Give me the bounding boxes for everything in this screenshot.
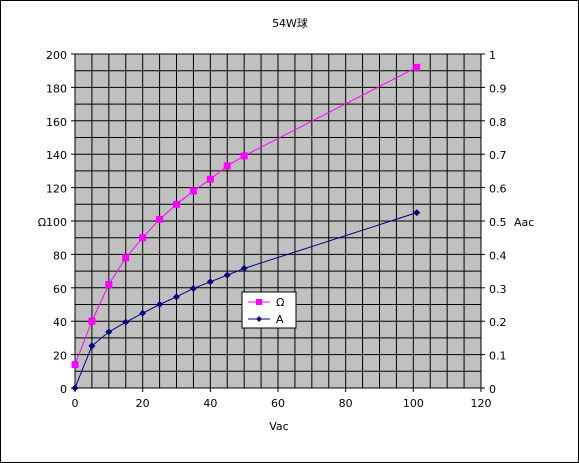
- data-point-resistance: [156, 215, 164, 223]
- data-point-current: [122, 318, 130, 326]
- data-point-current: [413, 209, 421, 217]
- y-left-tick-label: 160: [46, 116, 67, 129]
- x-tick-label: 60: [271, 397, 285, 410]
- legend-box: [241, 291, 297, 329]
- y-right-tick-label: 0.8: [489, 116, 507, 129]
- x-tick-label: 120: [471, 397, 492, 410]
- y-left-tick-label: 40: [53, 316, 67, 329]
- data-point-current: [240, 264, 248, 272]
- y-right-tick-label: 0.9: [489, 82, 507, 95]
- data-point-current: [156, 301, 164, 308]
- y-left-tick-label: 140: [46, 149, 67, 162]
- data-point-current: [189, 284, 197, 292]
- data-point-current: [105, 328, 113, 336]
- chart-title: 54W球: [272, 16, 308, 30]
- x-tick-label: 100: [403, 397, 424, 410]
- x-tick-label: 0: [72, 397, 79, 410]
- legend-label-resistance: Ω: [276, 296, 284, 309]
- legend-label-current: A: [276, 313, 284, 326]
- data-point-current: [71, 384, 79, 392]
- data-point-resistance: [105, 280, 113, 288]
- y-right-tick-label: 0.4: [489, 249, 507, 262]
- y-axis-left-label: Ω: [38, 216, 46, 229]
- y-right-tick-label: 0.1: [489, 350, 507, 363]
- y-right-tick-label: 0.7: [489, 149, 507, 162]
- data-point-resistance: [122, 254, 130, 262]
- data-point-resistance: [139, 234, 147, 242]
- y-left-tick-label: 80: [53, 249, 67, 262]
- y-left-tick-label: 180: [46, 82, 67, 95]
- data-point-current: [206, 278, 214, 286]
- y-axis-right-label: Aac: [514, 216, 534, 229]
- data-point-resistance: [173, 200, 180, 208]
- y-left-tick-label: 60: [53, 283, 67, 296]
- y-right-tick-label: 0.3: [489, 283, 507, 296]
- y-left-tick-label: 0: [60, 383, 67, 396]
- y-right-tick-label: 0.6: [489, 183, 507, 196]
- y-right-tick-label: 0.5: [489, 216, 507, 229]
- y-right-tick-label: 0: [489, 383, 496, 396]
- data-point-resistance: [206, 175, 214, 183]
- data-point-current: [173, 293, 180, 301]
- data-point-current: [88, 342, 96, 350]
- y-left-tick-label: 20: [53, 350, 67, 363]
- data-point-resistance: [240, 152, 248, 160]
- data-point-current: [223, 271, 231, 279]
- x-tick-label: 40: [203, 397, 217, 410]
- legend-marker-resistance: [256, 299, 262, 305]
- data-point-resistance: [71, 361, 79, 369]
- data-point-resistance: [88, 317, 96, 325]
- data-point-resistance: [223, 162, 231, 170]
- y-left-tick-label: 200: [46, 49, 67, 62]
- plot-area: 0 20 40 60 80 100 1200204060801001201401601802…: [46, 49, 507, 410]
- x-tick-label: 20: [136, 397, 150, 410]
- y-left-tick-label: 100: [46, 216, 67, 229]
- x-axis-label: Vac: [269, 420, 288, 433]
- series-line-current: [74, 212, 417, 389]
- y-right-tick-label: 0.2: [489, 316, 507, 329]
- data-point-resistance: [189, 187, 197, 195]
- data-point-current: [139, 309, 147, 317]
- data-point-resistance: [413, 63, 421, 71]
- y-left-tick-label: 120: [46, 183, 67, 196]
- y-right-tick-label: 1: [489, 49, 496, 62]
- legend-marker-current: [256, 316, 262, 322]
- x-tick-label: 80: [339, 397, 353, 410]
